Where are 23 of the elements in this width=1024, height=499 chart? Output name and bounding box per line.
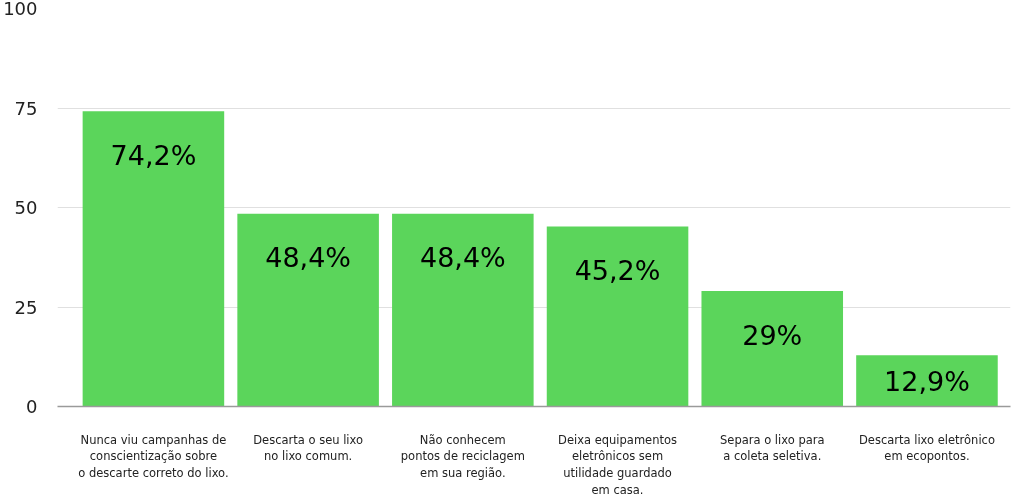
x-tick-label: Nunca viu campanhas de conscientização sobre o descarte correto do lixo. [78, 432, 229, 481]
bar [237, 213, 379, 407]
x-tick-label: Descarta o seu lixo no lixo comum. [253, 432, 364, 464]
y-tick-label: 100 [3, 0, 38, 19]
bar [546, 226, 689, 407]
y-tick-label: 50 [14, 197, 38, 218]
y-tick-label: 0 [26, 396, 38, 417]
data-label: 48,4% [265, 242, 352, 274]
y-tick-label: 75 [14, 97, 38, 119]
y-tick-label: 25 [14, 296, 38, 318]
data-label: 29% [742, 319, 803, 351]
data-label: 45,2% [574, 255, 661, 287]
bar [856, 355, 998, 407]
bar [82, 111, 225, 407]
x-tick-label: Não conhecem pontos de reciclagem em sua região. [400, 432, 525, 481]
bar [392, 213, 534, 407]
x-tick-label: Deixa equipamentos eletrônicos sem utilidade guardado em casa. [558, 432, 678, 497]
x-tick-label: Separa o lixo para a coleta seletiva. [720, 432, 825, 464]
data-label: 12,9% [884, 365, 970, 397]
data-label: 48,4% [419, 242, 506, 274]
x-tick-label: Descarta lixo eletrônico em ecopontos. [858, 432, 995, 464]
bar [701, 291, 844, 407]
data-label: 74,2% [110, 139, 197, 171]
